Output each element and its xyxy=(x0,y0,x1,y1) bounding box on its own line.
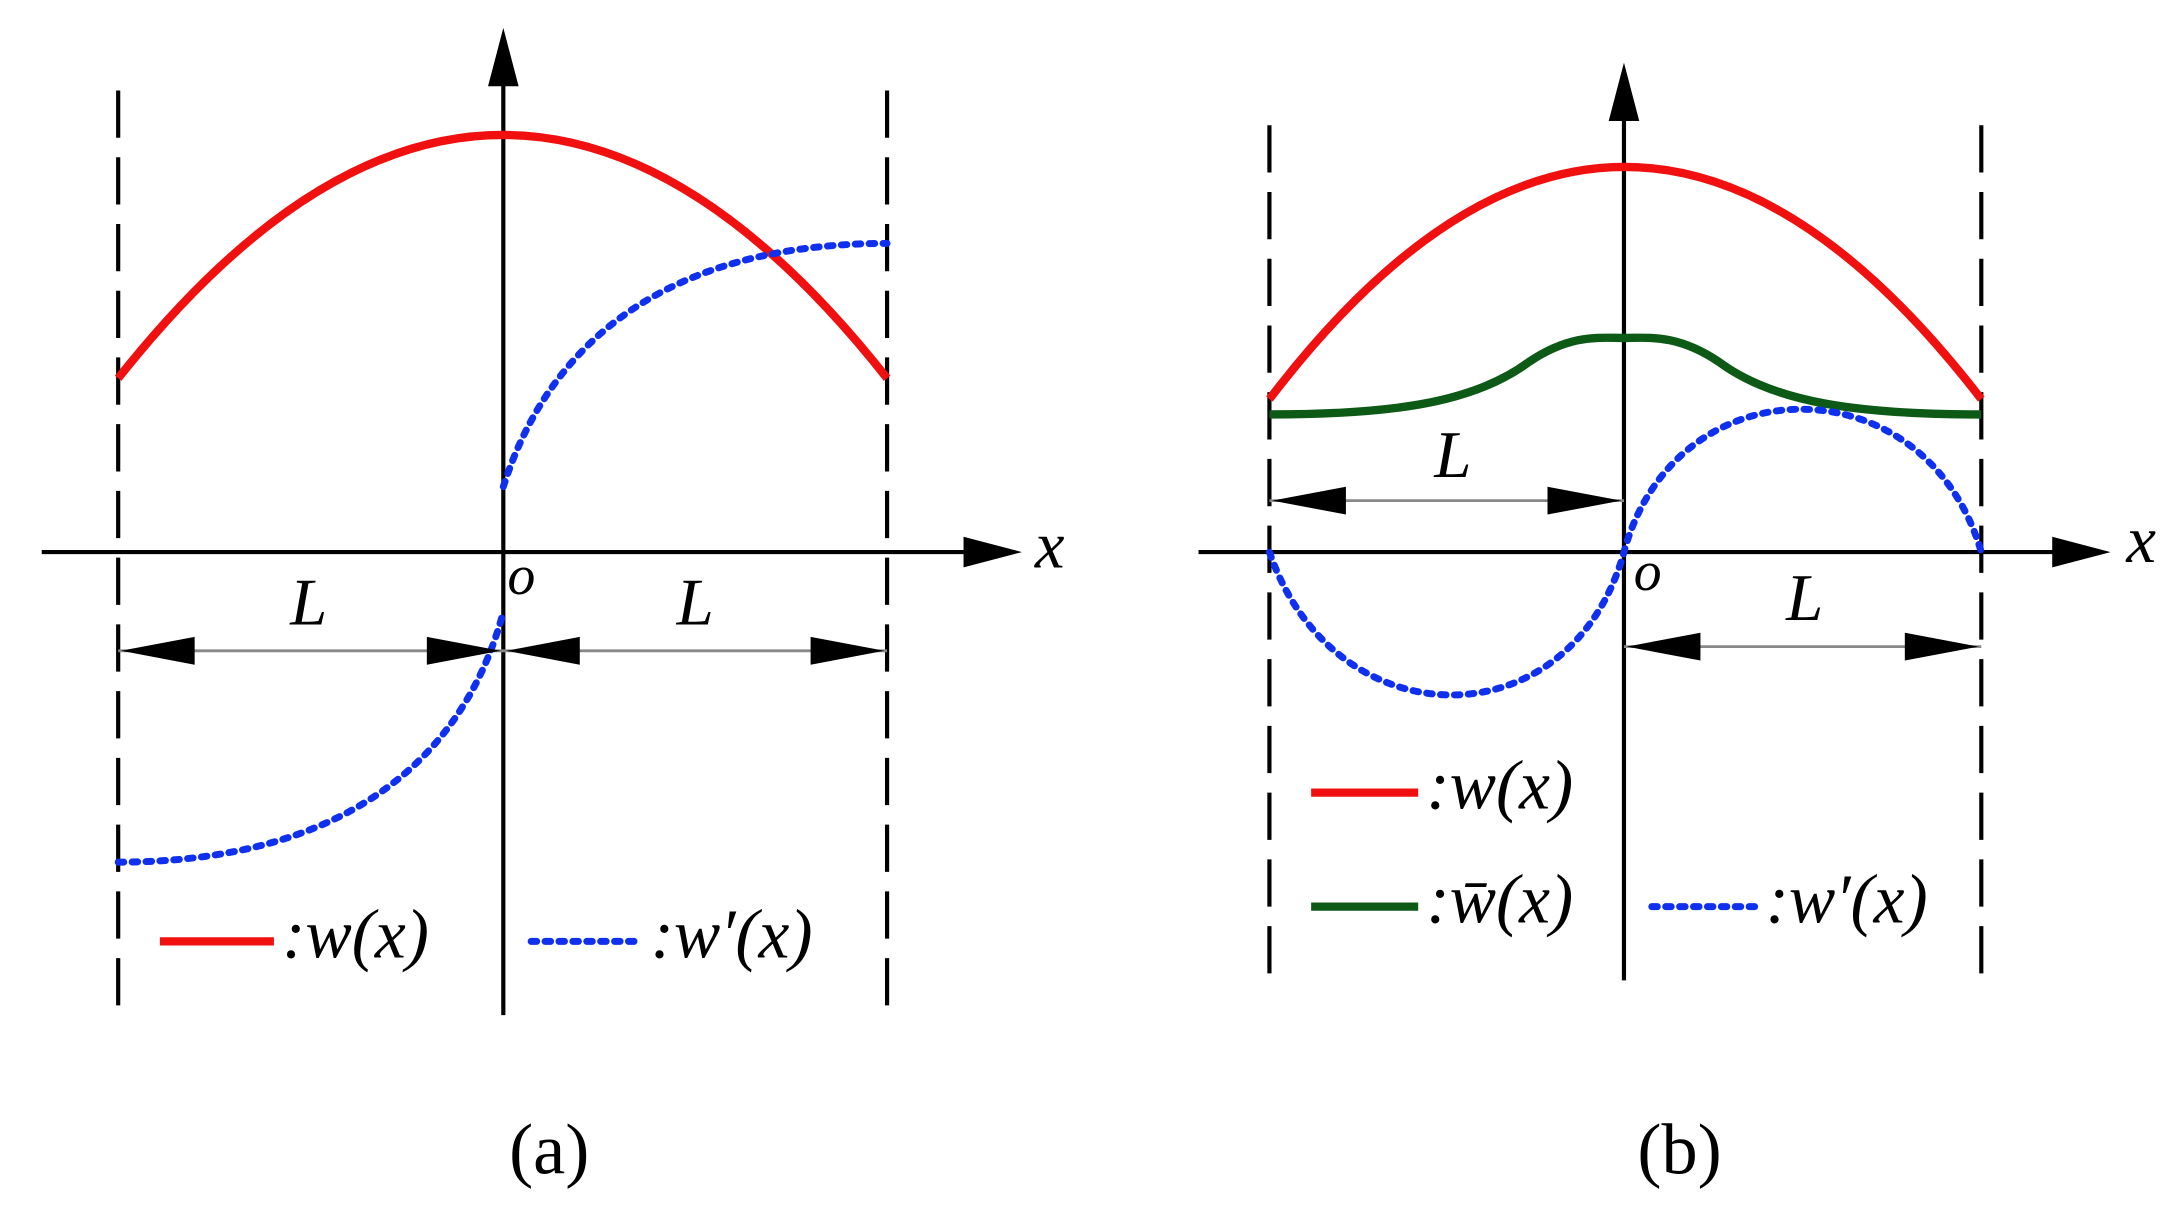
x-axis-label: x xyxy=(2125,504,2156,577)
dimension-label: L xyxy=(1785,562,1823,635)
w-bar-curve xyxy=(1269,333,1982,419)
legend-label: :w′(x) xyxy=(1766,862,1928,939)
dimension-label: L xyxy=(1433,419,1471,492)
arrowhead xyxy=(1608,62,1640,122)
arrowhead xyxy=(1272,486,1346,515)
caption: (a) xyxy=(509,1109,589,1189)
legend-label: :w(x) xyxy=(1427,748,1574,825)
panel-a: x o L L :w(x) :w′(x) (a) xyxy=(41,27,1065,1189)
legend-label: :w′(x) xyxy=(651,896,813,973)
panel-b: x o L L :w(x) :w̄(x) :w′(x) (b) xyxy=(1198,62,2156,1189)
arrowhead xyxy=(1547,486,1622,515)
arrowhead xyxy=(1904,632,1979,661)
legend-label: :w̄(x) xyxy=(1427,862,1574,939)
w-prime-curve xyxy=(114,239,891,866)
origin-label: o xyxy=(1634,541,1662,603)
legend-label: :w(x) xyxy=(282,896,429,973)
arrowhead xyxy=(1626,632,1701,661)
dimension-label: L xyxy=(676,566,714,639)
dimension-label: L xyxy=(289,566,327,639)
arrowhead xyxy=(810,636,885,665)
w-prime-curve xyxy=(1265,405,1985,699)
arrowhead xyxy=(120,636,195,665)
arrowhead xyxy=(506,636,580,665)
x-axis-label: x xyxy=(1034,509,1065,582)
arrowhead xyxy=(426,636,501,665)
arrowhead xyxy=(488,27,519,87)
origin-label: o xyxy=(507,545,535,607)
w-curve xyxy=(1266,162,1985,402)
arrowhead xyxy=(963,536,1022,568)
caption: (b) xyxy=(1637,1109,1721,1189)
arrowhead xyxy=(2052,536,2111,568)
